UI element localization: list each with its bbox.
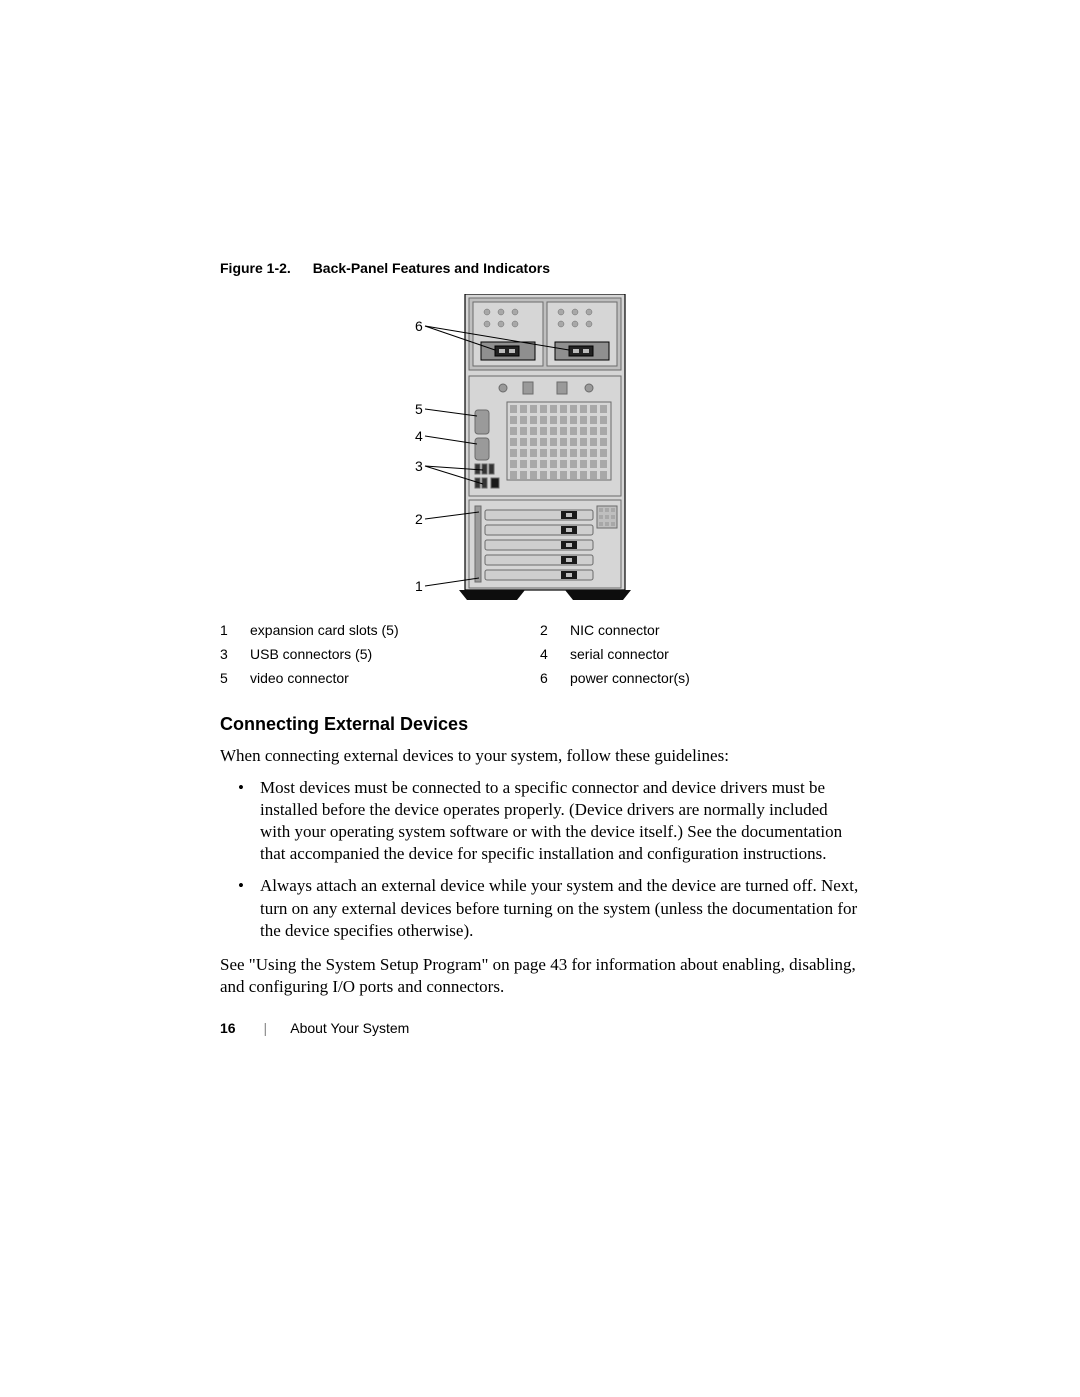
svg-text:6: 6 [415, 318, 423, 334]
footer-section: About Your System [290, 1020, 409, 1036]
svg-text:4: 4 [415, 428, 423, 444]
legend-text: USB connectors (5) [250, 646, 372, 662]
legend-number: 3 [220, 646, 250, 662]
figure-number: Figure 1-2. [220, 260, 291, 276]
legend-number: 2 [540, 622, 570, 638]
figure-diagram: 6 5 4 3 2 1 [220, 294, 860, 604]
svg-text:1: 1 [415, 578, 423, 594]
bullet-item: Most devices must be connected to a spec… [220, 777, 860, 865]
legend-text: serial connector [570, 646, 669, 662]
legend-item: 6power connector(s) [540, 670, 860, 686]
legend-row: 3USB connectors (5)4serial connector [220, 646, 860, 662]
legend-text: NIC connector [570, 622, 659, 638]
legend-item: 1expansion card slots (5) [220, 622, 540, 638]
figure-title: Back-Panel Features and Indicators [313, 260, 550, 276]
back-panel-svg: 6 5 4 3 2 1 [410, 294, 670, 604]
legend-item: 4serial connector [540, 646, 860, 662]
legend-number: 5 [220, 670, 250, 686]
page-content: Figure 1-2. Back-Panel Features and Indi… [220, 260, 860, 1008]
page-number: 16 [220, 1020, 236, 1036]
legend-number: 1 [220, 622, 250, 638]
bullet-item: Always attach an external device while y… [220, 875, 860, 941]
legend-text: expansion card slots (5) [250, 622, 399, 638]
page-footer: 16 | About Your System [220, 1020, 409, 1036]
legend-row: 1expansion card slots (5)2NIC connector [220, 622, 860, 638]
figure-caption: Figure 1-2. Back-Panel Features and Indi… [220, 260, 860, 276]
bullet-list: Most devices must be connected to a spec… [220, 777, 860, 942]
svg-text:3: 3 [415, 458, 423, 474]
figure-legend: 1expansion card slots (5)2NIC connector3… [220, 622, 860, 686]
section-heading: Connecting External Devices [220, 714, 860, 735]
legend-item: 2NIC connector [540, 622, 860, 638]
legend-text: video connector [250, 670, 349, 686]
section-intro: When connecting external devices to your… [220, 745, 860, 767]
svg-text:2: 2 [415, 511, 423, 527]
legend-number: 6 [540, 670, 570, 686]
legend-item: 5video connector [220, 670, 540, 686]
legend-text: power connector(s) [570, 670, 690, 686]
legend-number: 4 [540, 646, 570, 662]
legend-row: 5video connector6power connector(s) [220, 670, 860, 686]
section-outro: See "Using the System Setup Program" on … [220, 954, 860, 998]
legend-item: 3USB connectors (5) [220, 646, 540, 662]
footer-separator: | [263, 1020, 267, 1036]
svg-text:5: 5 [415, 401, 423, 417]
